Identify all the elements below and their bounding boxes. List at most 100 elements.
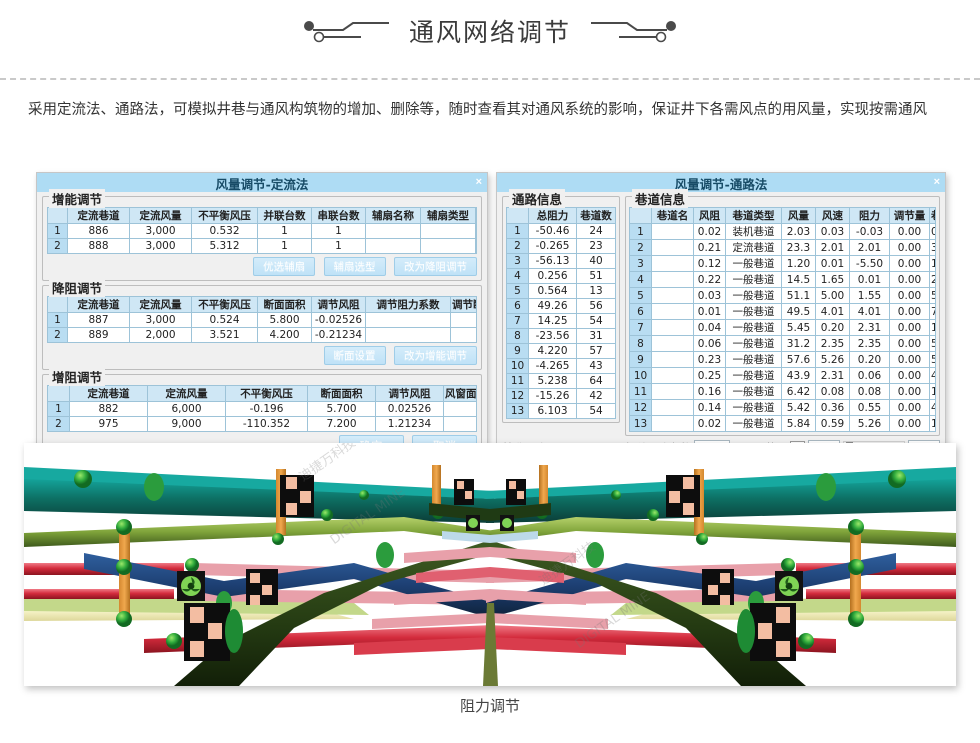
cell-fan-name[interactable] xyxy=(365,238,421,254)
table-row[interactable]: 1 886 3,000 0.532 1 1 xyxy=(47,223,477,239)
cell-tunnel[interactable]: 79 xyxy=(929,303,936,320)
cell-total-resistance[interactable]: -15.26 xyxy=(528,388,577,404)
table-row[interactable]: 3 -56.13 40 xyxy=(506,253,616,269)
close-icon[interactable]: × xyxy=(933,176,940,188)
cell-parallel[interactable]: 1 xyxy=(257,223,312,239)
cell-resistance[interactable]: 0.02 xyxy=(693,415,726,432)
cell-tunnel-type[interactable]: 一般巷道 xyxy=(725,319,782,336)
table-energy-adjust[interactable]: 定流巷道 定流风量 不平衡风压 并联台数 串联台数 辅扇名称 辅扇类型 辅扇角度… xyxy=(47,207,477,254)
cell-drag[interactable]: 4.01 xyxy=(849,303,890,320)
cell-air-speed[interactable]: 1.65 xyxy=(815,271,850,288)
cell-tunnel-name[interactable] xyxy=(651,399,694,416)
cell-tunnel-count[interactable]: 51 xyxy=(576,268,616,284)
cell-pressure[interactable]: 3.521 xyxy=(191,327,258,343)
cell-adjust-amount[interactable]: 0.00 xyxy=(889,415,930,432)
cell-adjust-amount[interactable]: 0.00 xyxy=(889,255,930,272)
table-row[interactable]: 9 4.220 57 xyxy=(506,343,616,359)
table-row[interactable]: 1 887 3,000 0.524 5.800 -0.02526 xyxy=(47,312,477,328)
cell-flow[interactable]: 3,000 xyxy=(129,238,192,254)
cell-air-volume[interactable]: 57.6 xyxy=(781,351,816,368)
cell-section-no[interactable] xyxy=(450,312,477,328)
table-resistance-increase[interactable]: 定流巷道 定流风量 不平衡风压 断面面积 调节风阻 风窗面积 1 882 6,0… xyxy=(47,385,477,432)
cell-air-volume[interactable]: 43.9 xyxy=(781,367,816,384)
table-row[interactable]: 2 -0.265 23 xyxy=(506,238,616,254)
cell-tunnel-count[interactable]: 43 xyxy=(576,358,616,374)
cell-drag[interactable]: -5.50 xyxy=(849,255,890,272)
cell-tunnel-count[interactable]: 57 xyxy=(576,343,616,359)
cell-tunnel-type[interactable]: 一般巷道 xyxy=(725,271,782,288)
cell-tunnel-type[interactable]: 一般巷道 xyxy=(725,303,782,320)
cell-drag[interactable]: 2.35 xyxy=(849,335,890,352)
cell-total-resistance[interactable]: 4.220 xyxy=(528,343,577,359)
switch-to-energy-button[interactable]: 改为增能调节 xyxy=(394,346,477,365)
cell-air-speed[interactable]: 0.20 xyxy=(815,319,850,336)
cell-tunnel[interactable]: 56 xyxy=(929,287,936,304)
cell-tunnel[interactable]: 42 xyxy=(929,399,936,416)
cell-air-speed[interactable]: 0.08 xyxy=(815,383,850,400)
cell-tunnel-name[interactable] xyxy=(651,303,694,320)
cell-pressure[interactable]: 0.532 xyxy=(191,223,258,239)
table-row[interactable]: 7 14.25 54 xyxy=(506,313,616,329)
table-row[interactable]: 1 -50.46 24 xyxy=(506,223,616,239)
cell-air-volume[interactable]: 5.42 xyxy=(781,399,816,416)
cell-drag[interactable]: 2.01 xyxy=(849,239,890,256)
table-row[interactable]: 2 888 3,000 5.312 1 1 xyxy=(47,238,477,254)
close-icon[interactable]: × xyxy=(475,176,482,188)
switch-to-resistance-reduce-button[interactable]: 改为降阻调节 xyxy=(394,257,477,276)
cell-tunnel[interactable]: 0 xyxy=(929,223,936,240)
cell-tunnel-type[interactable]: 一般巷道 xyxy=(725,367,782,384)
cell-flow[interactable]: 3,000 xyxy=(129,223,192,239)
cell-total-resistance[interactable]: -56.13 xyxy=(528,253,577,269)
cell-drag[interactable]: 5.26 xyxy=(849,415,890,432)
cell-adjust-amount[interactable]: 0.00 xyxy=(889,351,930,368)
cell-drag[interactable]: 2.31 xyxy=(849,319,890,336)
cell-tunnel-count[interactable]: 54 xyxy=(576,313,616,329)
cell-tunnel-count[interactable]: 56 xyxy=(576,298,616,314)
cell-pressure[interactable]: 0.524 xyxy=(191,312,258,328)
cell-tunnel-count[interactable]: 40 xyxy=(576,253,616,269)
cell-resistance[interactable]: 0.01 xyxy=(693,303,726,320)
cell-resistance[interactable]: 0.21 xyxy=(693,239,726,256)
cell-adjust-amount[interactable]: 0.00 xyxy=(889,223,930,240)
cell-resistance[interactable]: 0.14 xyxy=(693,399,726,416)
cell-adjust-amount[interactable]: 0.00 xyxy=(889,271,930,288)
cell-window-area[interactable] xyxy=(443,401,477,417)
table-row[interactable]: 1 882 6,000 -0.196 5.700 0.02526 xyxy=(47,401,477,417)
cell-drag[interactable]: 0.55 xyxy=(849,399,890,416)
cell-adjust-resistance[interactable]: -0.21234 xyxy=(311,327,366,343)
cell-resistance-coef[interactable] xyxy=(365,327,451,343)
cell-air-speed[interactable]: 2.35 xyxy=(815,335,850,352)
cell-tunnel-name[interactable] xyxy=(651,383,694,400)
table-path-info[interactable]: 总阻力 巷道数 1 -50.46 24 2 -0.265 23 3 -56.13 40 4 0.25… xyxy=(506,207,616,419)
cell-tunnel-type[interactable]: 一般巷道 xyxy=(725,399,782,416)
cell-air-speed[interactable]: 0.59 xyxy=(815,415,850,432)
dialog-right-titlebar[interactable]: 风量调节-通路法 × xyxy=(497,173,945,192)
cell-tunnel-name[interactable] xyxy=(651,223,694,240)
cell-drag[interactable]: 1.55 xyxy=(849,287,890,304)
cell-pressure[interactable]: 5.312 xyxy=(191,238,258,254)
cell-tunnel-count[interactable]: 42 xyxy=(576,388,616,404)
table-row[interactable]: 2 889 2,000 3.521 4.200 -0.21234 xyxy=(47,327,477,343)
cell-total-resistance[interactable]: 0.564 xyxy=(528,283,577,299)
cell-tunnel-type[interactable]: 一般巷道 xyxy=(725,383,782,400)
cell-air-speed[interactable]: 0.03 xyxy=(815,223,850,240)
cell-series[interactable]: 1 xyxy=(311,223,366,239)
cell-pressure[interactable]: -0.196 xyxy=(225,401,308,417)
cell-air-volume[interactable]: 1.20 xyxy=(781,255,816,272)
cell-series[interactable]: 1 xyxy=(311,238,366,254)
cell-tunnel[interactable]: 179 xyxy=(929,383,936,400)
cell-section-no[interactable] xyxy=(450,327,477,343)
table-row[interactable]: 5 0.564 13 xyxy=(506,283,616,299)
cell-air-speed[interactable]: 5.26 xyxy=(815,351,850,368)
table-row[interactable]: 6 49.26 56 xyxy=(506,298,616,314)
cell-tunnel[interactable]: 887 xyxy=(67,312,130,328)
cell-tunnel-name[interactable] xyxy=(651,319,694,336)
cell-tunnel-count[interactable]: 13 xyxy=(576,283,616,299)
